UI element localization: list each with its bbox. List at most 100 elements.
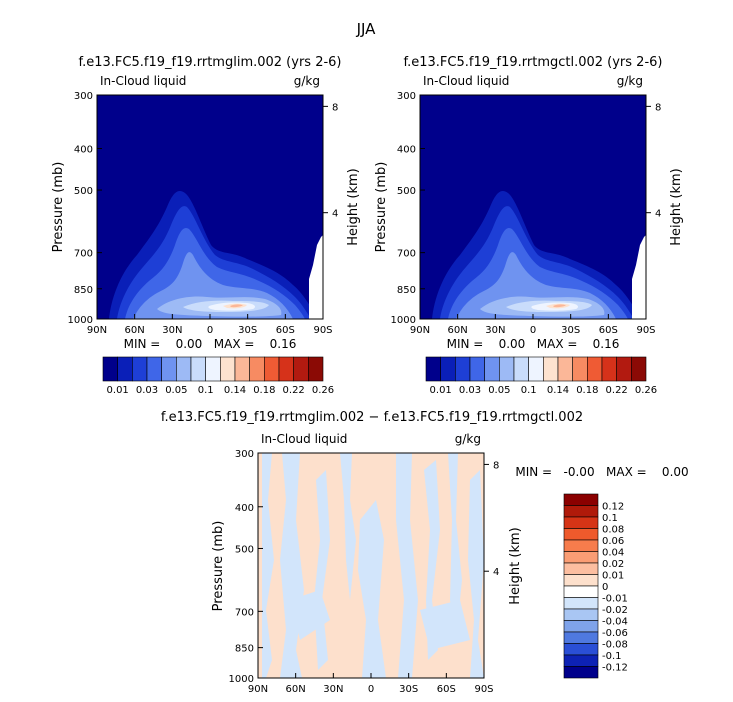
colorbar-swatch: [499, 356, 515, 382]
colorbar-swatch: [563, 643, 599, 656]
panel-a-title: f.e13.FC5.f19_f19.rrtmglim.002 (yrs 2-6): [78, 55, 341, 70]
colorbar-swatch: [220, 356, 236, 382]
y-right-tick-label: 4: [332, 209, 338, 220]
panel-c-left-label: In-Cloud liquid: [261, 432, 347, 446]
x-tick-label: 30S: [399, 684, 418, 695]
y-tick-label: 850: [397, 285, 416, 296]
colorbar-swatch: [117, 356, 133, 382]
colorbar-label: 0.05: [488, 385, 510, 396]
colorbar-label: 0.18: [253, 385, 275, 396]
colorbar-label: 0.1: [198, 385, 214, 396]
y-tick-label: 850: [74, 285, 93, 296]
y-right-tick-label: 4: [493, 567, 499, 578]
panel-c-ylabel-right: Height (km): [508, 527, 523, 604]
x-tick-label: 90N: [410, 325, 430, 336]
colorbar-label: 0: [602, 582, 608, 593]
x-tick-label: 30N: [485, 325, 505, 336]
x-tick-label: 90N: [87, 325, 107, 336]
colorbar-swatch: [528, 356, 544, 382]
x-tick-label: 60N: [448, 325, 468, 336]
colorbar-swatch: [469, 356, 485, 382]
y-tick-label: 1000: [391, 315, 416, 326]
x-tick-label: 30N: [162, 325, 182, 336]
x-tick-label: 0: [368, 684, 374, 695]
colorbar-label: 0.05: [165, 385, 187, 396]
colorbar-label: 0.12: [602, 502, 624, 513]
y-right-tick-label: 8: [655, 102, 661, 113]
colorbar-swatch: [146, 356, 162, 382]
colorbar-swatch: [132, 356, 148, 382]
panel-a-axes: 90N 60N 30N 0 30S 60S 90S 300 400 500 700 850 1000 8 4: [68, 91, 339, 336]
colorbar-label: 0.03: [136, 385, 158, 396]
x-tick-label: 60S: [437, 684, 456, 695]
y-right-tick-label: 8: [493, 460, 499, 471]
panel-c-right-label: g/kg: [455, 432, 481, 446]
colorbar-label: -0.1: [602, 651, 622, 662]
colorbar-swatch: [234, 356, 250, 382]
colorbar-swatch: [264, 356, 280, 382]
y-right-tick-label: 8: [332, 102, 338, 113]
y-tick-label: 500: [397, 186, 416, 197]
figure-title: JJA: [356, 20, 377, 38]
colorbar-label: 0.1: [602, 513, 618, 524]
y-tick-label: 500: [235, 544, 254, 555]
y-tick-label: 300: [74, 91, 93, 102]
colorbar-label: 0.04: [602, 548, 624, 559]
x-tick-label: 90S: [474, 684, 493, 695]
y-right-tick-label: 4: [655, 209, 661, 220]
colorbar-label: 0.1: [521, 385, 537, 396]
colorbar-swatch: [563, 539, 599, 552]
colorbar-swatch: [563, 597, 599, 610]
panel-c-stats: MIN = -0.00 MAX = 0.00: [515, 465, 688, 479]
colorbar-label: 0.14: [224, 385, 246, 396]
y-tick-label: 700: [397, 249, 416, 260]
colorbar-swatch: [587, 356, 603, 382]
panel-b-ylabel-right: Height (km): [669, 168, 684, 245]
panel-c-colorbar: 0.120.10.080.060.040.020.010-0.01-0.02-0…: [563, 493, 628, 679]
colorbar-swatch: [293, 356, 309, 382]
x-tick-label: 90S: [313, 325, 332, 336]
colorbar-swatch: [563, 493, 599, 506]
colorbar-label: -0.01: [602, 594, 628, 605]
colorbar-label: 0.03: [459, 385, 481, 396]
colorbar-swatch: [601, 356, 617, 382]
x-tick-label: 90S: [636, 325, 655, 336]
colorbar-label: -0.08: [602, 640, 628, 651]
colorbar-label: -0.04: [602, 617, 628, 628]
panel-b-title: f.e13.FC5.f19_f19.rrtmgctl.002 (yrs 2-6): [404, 55, 663, 70]
colorbar-swatch: [616, 356, 632, 382]
colorbar-label: 0.06: [602, 536, 624, 547]
panel-c-field: [258, 453, 484, 678]
panel-c-axes: 90N 60N 30N 0 30S 60S 90S 300 400 500 700 850 1000 8 4: [229, 449, 500, 695]
panel-a-right-label: g/kg: [294, 74, 320, 88]
panel-b-colorbar: 0.01 0.03 0.05 0.1 0.14 0.18 0.22 0.26: [425, 356, 657, 396]
x-tick-label: 30S: [238, 325, 257, 336]
panel-b-left-label: In-Cloud liquid: [423, 74, 509, 88]
colorbar-swatch: [249, 356, 265, 382]
colorbar-swatch: [563, 516, 599, 529]
y-tick-label: 850: [235, 644, 254, 655]
colorbar-label: 0.01: [602, 571, 624, 582]
colorbar-swatch: [563, 631, 599, 644]
colorbar-swatch: [161, 356, 177, 382]
colorbar-swatch: [563, 608, 599, 621]
y-tick-label: 700: [235, 607, 254, 618]
x-tick-label: 0: [207, 325, 213, 336]
panel-a-colorbar: 0.01 0.03 0.05 0.1 0.14 0.18 0.22 0.26: [102, 356, 334, 396]
y-tick-label: 300: [235, 449, 254, 460]
colorbar-label: 0.08: [602, 525, 624, 536]
colorbar-label: 0.02: [602, 559, 624, 570]
x-tick-label: 60N: [286, 684, 306, 695]
colorbar-swatch: [563, 654, 599, 667]
y-tick-label: 300: [397, 91, 416, 102]
colorbar-swatch: [440, 356, 456, 382]
colorbar-swatch: [563, 585, 599, 598]
colorbar-swatch: [190, 356, 206, 382]
x-tick-label: 30N: [323, 684, 343, 695]
colorbar-swatch: [308, 356, 324, 382]
panel-a: f.e13.FC5.f19_f19.rrtmglim.002 (yrs 2-6)…: [51, 55, 361, 396]
colorbar-swatch: [557, 356, 573, 382]
colorbar-swatch: [425, 356, 441, 382]
colorbar-label: -0.02: [602, 605, 628, 616]
colorbar-label: 0.22: [606, 385, 628, 396]
